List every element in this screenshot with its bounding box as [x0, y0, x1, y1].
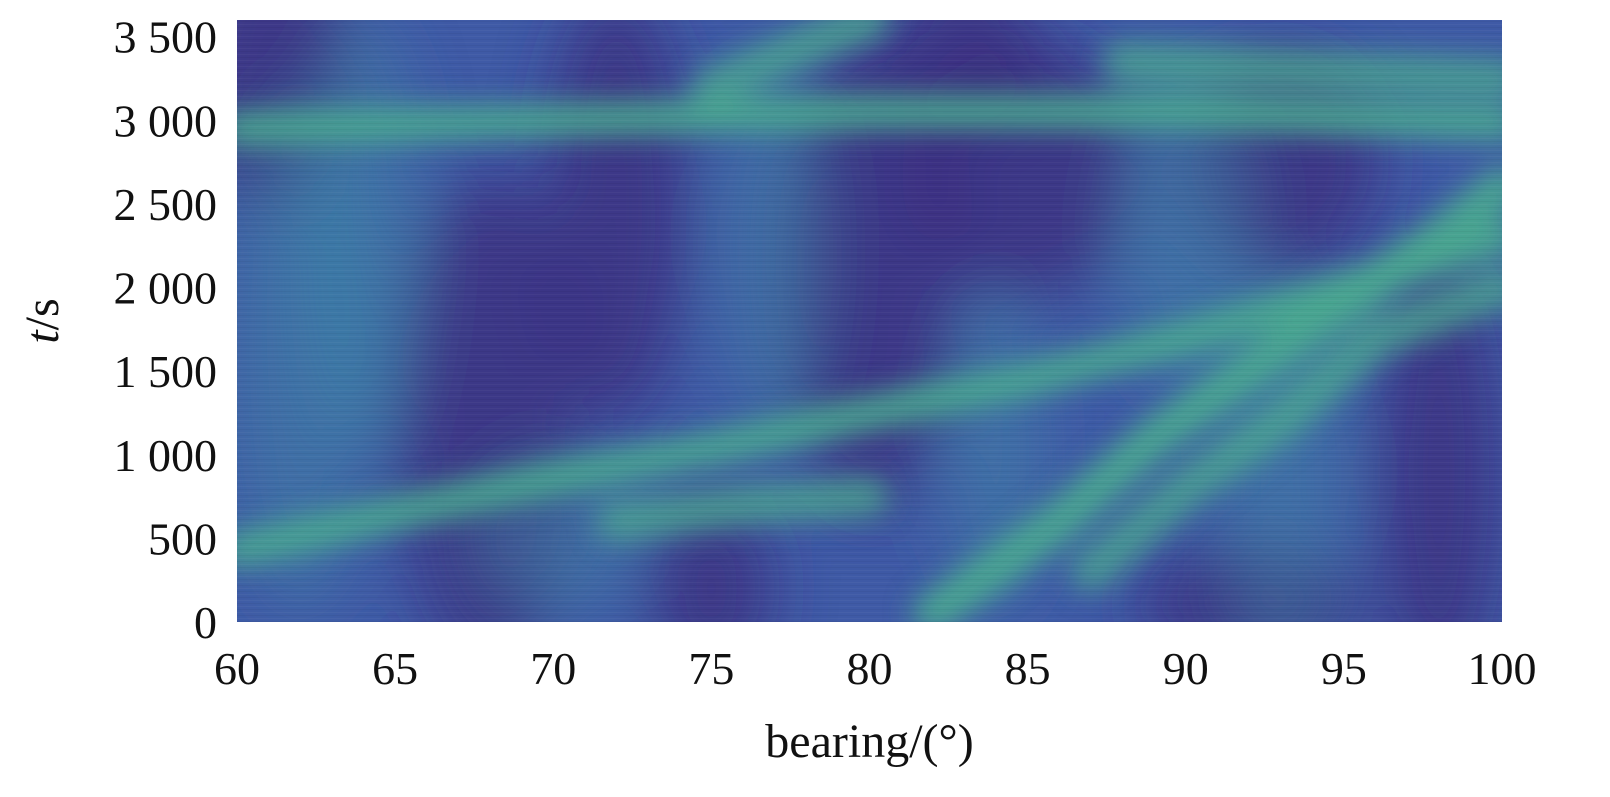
y-axis-title-var: t — [16, 329, 69, 344]
x-axis-title: bearing/(°) — [765, 715, 973, 768]
y-tick-label: 2 500 — [114, 179, 218, 230]
x-tick-label: 100 — [1468, 643, 1537, 694]
x-tick-label: 70 — [530, 643, 576, 694]
x-tick-label: 90 — [1163, 643, 1209, 694]
y-axis-ticks: 0 500 1 000 1 500 2 000 2 500 3 000 3 500 — [114, 12, 218, 648]
x-tick-label: 65 — [372, 643, 418, 694]
y-tick-label: 2 000 — [114, 263, 218, 314]
plot-area — [237, 20, 1502, 622]
y-axis-title-unit: /s — [16, 298, 69, 330]
y-tick-label: 3 000 — [114, 95, 218, 146]
heatmap-streak-texture — [237, 20, 1502, 622]
x-axis-ticks: 60 65 70 75 80 85 90 95 100 — [214, 643, 1537, 694]
x-tick-label: 95 — [1321, 643, 1367, 694]
x-tick-label: 60 — [214, 643, 260, 694]
x-tick-label: 75 — [688, 643, 734, 694]
y-tick-label: 0 — [194, 597, 217, 648]
y-tick-label: 1 000 — [114, 430, 218, 481]
y-tick-label: 3 500 — [114, 12, 218, 63]
x-tick-label: 85 — [1005, 643, 1051, 694]
x-tick-label: 80 — [847, 643, 893, 694]
y-axis-title: t/s — [16, 298, 69, 343]
y-tick-label: 1 500 — [114, 346, 218, 397]
y-tick-label: 500 — [148, 513, 217, 564]
